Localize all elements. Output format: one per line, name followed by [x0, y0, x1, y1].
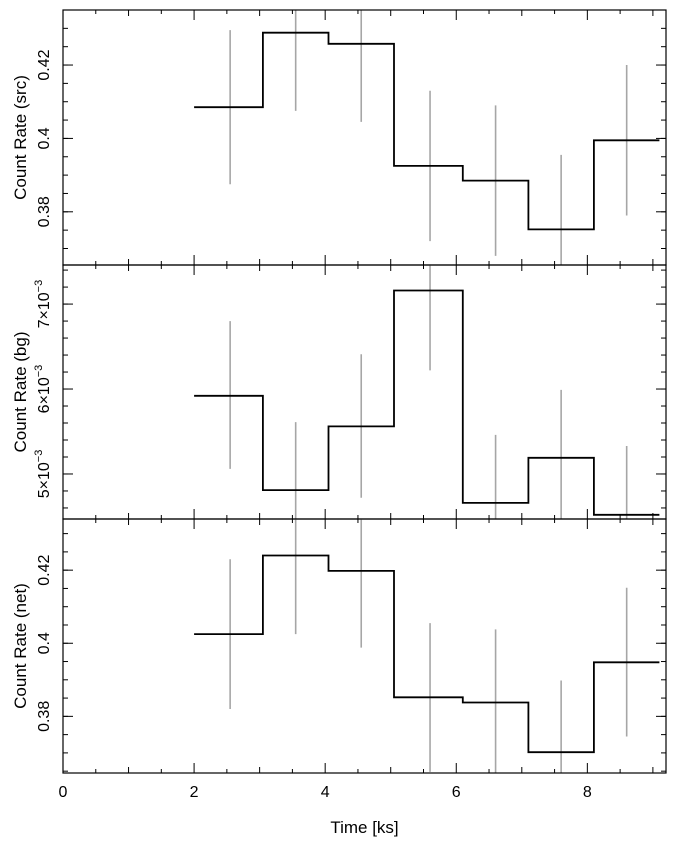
panel-frame — [62, 9, 667, 266]
x-tick-label-5: 8 — [583, 784, 592, 801]
panel-frame — [62, 264, 667, 520]
error-bars — [229, 519, 628, 773]
y-axis-label: Count Rate (bg) — [11, 332, 30, 453]
y-tick-label-1: 0.38 — [36, 701, 53, 732]
x-tick-label-1: 0 — [59, 784, 68, 801]
panel-3: 0.38 0.4 0.42 Count Rate (net) 0 2 4 6 8 Time [ks… — [11, 518, 667, 837]
x-tick-label-4: 6 — [452, 784, 461, 801]
y-tick-label-2: 0.4 — [36, 127, 53, 149]
step-series — [194, 31, 660, 231]
panel-frame — [62, 518, 667, 774]
y-tick-label-3: 7×10−3 — [33, 280, 53, 329]
y-axis-label: Count Rate (net) — [11, 583, 30, 709]
y-tick-label-1: 0.38 — [36, 196, 53, 227]
error-bars — [229, 10, 628, 265]
step-series — [194, 289, 660, 516]
y-tick-label-3: 0.42 — [36, 49, 53, 80]
x-tick-label-3: 4 — [321, 784, 330, 801]
error-bars — [229, 265, 628, 519]
panel-1: 0.38 0.4 0.42 Count Rate (src) — [11, 9, 667, 266]
step-series — [194, 554, 660, 754]
x-tick-label-2: 2 — [190, 784, 199, 801]
x-axis-label: Time [ks] — [330, 818, 398, 837]
y-tick-label-2: 6×10−3 — [33, 365, 53, 414]
y-tick-label-1: 5×10−3 — [33, 450, 53, 499]
y-axis-label: Count Rate (src) — [11, 75, 30, 200]
y-tick-label-2: 0.4 — [36, 632, 53, 654]
y-tick-label-3: 0.42 — [36, 554, 53, 585]
